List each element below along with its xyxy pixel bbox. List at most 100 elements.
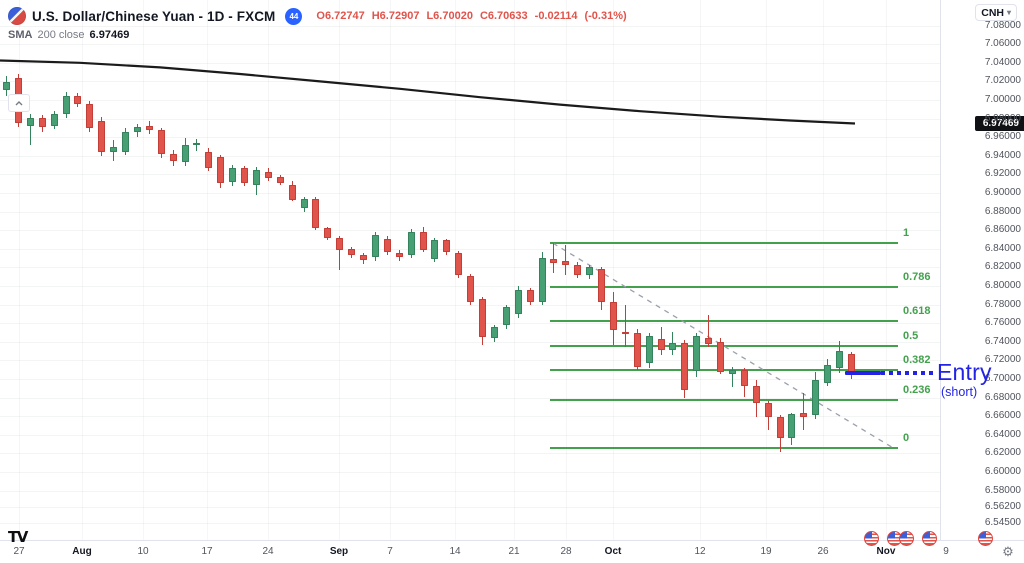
horizontal-gridline: [0, 155, 940, 157]
price-tick-label: 7.02000: [984, 75, 1021, 87]
horizontal-gridline: [0, 434, 940, 436]
fib-level-line[interactable]: [550, 446, 898, 449]
event-flag-icon[interactable]: [921, 531, 937, 546]
candle-body: [836, 351, 843, 368]
candle-body: [538, 258, 546, 302]
candle-body: [681, 342, 689, 391]
candle-body: [776, 417, 784, 439]
time-tick-label: 27: [13, 546, 25, 557]
horizontal-gridline: [0, 490, 940, 492]
candle-body: [693, 336, 701, 372]
fib-level-label: 0.786: [903, 270, 931, 283]
entry-line-dotted[interactable]: [881, 371, 937, 376]
chart-plot-area[interactable]: 1 0.786 0.618 0.5 0.382 0.236 0: [0, 0, 940, 540]
candle-body: [241, 167, 248, 183]
currency-selector-button[interactable]: CNH ▾: [975, 4, 1017, 21]
horizontal-gridline: [0, 341, 940, 343]
sma-200-line[interactable]: [0, 59, 856, 125]
price-tick-label: 6.84000: [984, 242, 1021, 254]
price-tick-label: 6.90000: [984, 187, 1021, 198]
ideas-count-badge[interactable]: 44: [285, 7, 303, 25]
candle-body: [669, 342, 677, 351]
candle-body: [205, 152, 213, 168]
price-tick-label: 6.72000: [984, 354, 1021, 366]
price-tick-label: 7.04000: [984, 56, 1021, 68]
vertical-gridline: [268, 0, 269, 540]
tradingview-logo[interactable]: TV: [8, 528, 28, 546]
candle-wick: [196, 139, 198, 152]
entry-line-solid[interactable]: [845, 371, 881, 376]
entry-label[interactable]: Entry: [937, 359, 992, 386]
candle-body: [526, 289, 534, 302]
candle-body: [62, 96, 70, 114]
indicator-name[interactable]: SMA: [8, 29, 33, 41]
price-tick-label: 6.62000: [984, 447, 1021, 459]
price-tick-label: 6.58000: [984, 484, 1021, 496]
candle-body: [609, 301, 617, 330]
horizontal-gridline: [0, 507, 940, 509]
candle-body: [550, 259, 558, 263]
fib-level-line[interactable]: [550, 242, 898, 245]
time-tick-label: 21: [508, 546, 520, 557]
candle-wick: [624, 304, 626, 348]
candle-body: [383, 238, 391, 253]
fib-level-label: 0.618: [903, 305, 931, 318]
candle-body: [740, 369, 748, 387]
event-flag-icon[interactable]: [863, 531, 879, 546]
candle-body: [229, 167, 237, 182]
candle-body: [431, 240, 439, 259]
vertical-gridline: [82, 0, 83, 540]
price-tick-label: 6.68000: [984, 391, 1021, 403]
event-flag-icon[interactable]: [977, 531, 993, 546]
horizontal-gridline: [0, 174, 940, 176]
candle-body: [50, 113, 58, 126]
candle-wick: [708, 314, 710, 348]
horizontal-gridline: [0, 323, 940, 325]
horizontal-gridline: [0, 472, 940, 473]
gear-icon[interactable]: ⚙: [999, 543, 1017, 561]
horizontal-gridline: [0, 523, 940, 525]
candle-body: [705, 338, 713, 344]
horizontal-gridline: [0, 397, 940, 399]
chevron-up-icon: [15, 100, 23, 105]
fib-level-label: 0.382: [903, 353, 931, 366]
time-tick-label: 24: [262, 546, 274, 557]
candle-body: [324, 228, 332, 238]
fib-level-line[interactable]: [550, 344, 898, 347]
candle-body: [86, 103, 94, 128]
price-tick-label: 6.94000: [984, 149, 1021, 161]
event-flag-icon[interactable]: [898, 531, 914, 546]
legend-collapse-button[interactable]: [8, 94, 30, 112]
candle-body: [360, 255, 367, 260]
fib-level-label: 0.236: [903, 383, 931, 396]
fib-level-line[interactable]: [550, 398, 898, 401]
currency-label: CNH: [981, 6, 1004, 19]
time-tick-label: 12: [694, 546, 706, 557]
candle-body: [38, 117, 46, 127]
candle-body: [371, 234, 379, 258]
candle-body: [288, 184, 296, 201]
candle-body: [193, 142, 201, 145]
time-tick-label: Aug: [72, 546, 92, 557]
horizontal-gridline: [0, 267, 940, 269]
candle-body: [336, 237, 344, 250]
candle-body: [98, 120, 106, 153]
candle-body: [74, 96, 82, 104]
vertical-gridline: [514, 0, 515, 540]
entry-sublabel: (short): [941, 385, 978, 400]
price-tick-label: 6.88000: [984, 205, 1021, 217]
price-axis[interactable]: CNH ▾ 6.97469 7.08000 7.06000 7.04000 7.020…: [940, 0, 1024, 540]
candle-body: [788, 414, 796, 438]
candle-body: [728, 369, 736, 375]
candle-body: [598, 269, 605, 302]
time-tick-label: Nov: [876, 546, 896, 557]
fib-level-label: 0.5: [903, 329, 919, 342]
price-tick-label: 6.78000: [984, 298, 1021, 310]
symbol-title[interactable]: U.S. Dollar/Chinese Yuan - 1D - FXCM: [32, 8, 276, 24]
fib-level-line[interactable]: [550, 320, 898, 323]
candle-body: [145, 126, 153, 130]
candle-body: [395, 252, 403, 258]
time-axis[interactable]: 27 Aug 10 17 24 Sep 7 14 21 28 Oct 12 19 26 Nov 9: [0, 540, 1024, 563]
candle-body: [157, 129, 165, 154]
candle-body: [300, 198, 308, 208]
